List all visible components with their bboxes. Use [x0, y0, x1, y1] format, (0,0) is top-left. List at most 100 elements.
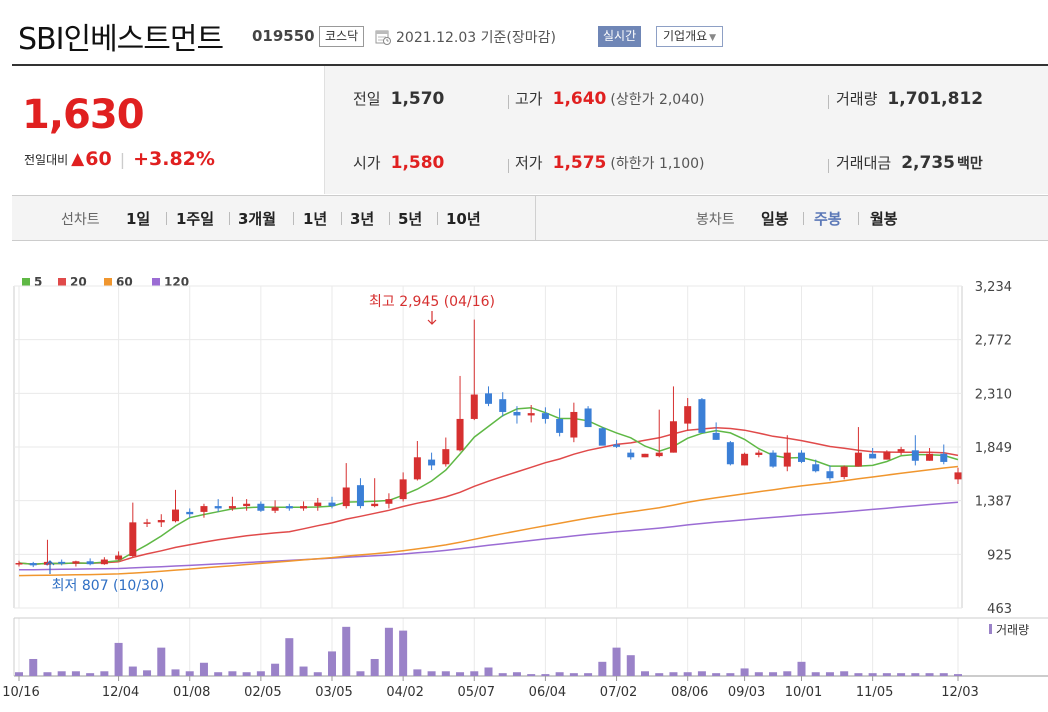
volume-bar [15, 672, 23, 676]
candle-body [243, 503, 251, 507]
candle-body [911, 450, 919, 461]
volume-bar [840, 671, 849, 676]
candle-body [356, 485, 364, 507]
x-tick-label: 03/05 [315, 685, 352, 700]
x-tick-label: 01/08 [173, 685, 210, 700]
volume-bar [114, 642, 123, 676]
x-tick-label: 10/16 [2, 685, 39, 700]
volume-bar [399, 630, 408, 676]
candle-daily[interactable]: 일봉 [761, 210, 789, 228]
candle-body [328, 502, 336, 507]
company-overview-label: 기업개요 [663, 29, 708, 43]
x-tick-label: 09/03 [728, 685, 765, 700]
volume-bar [825, 672, 834, 676]
y-tick-label: 3,234 [975, 280, 1012, 295]
period-1y[interactable]: 1년 [303, 210, 328, 228]
volume-bar [897, 673, 906, 676]
candle-body [527, 413, 535, 416]
stat-label: 고가 [515, 90, 543, 108]
period-1d[interactable]: 1일 [126, 210, 151, 228]
candle-monthly[interactable]: 월봉 [870, 210, 898, 228]
divider [508, 95, 509, 109]
stat-volume: 거래량 1,701,812 [836, 88, 983, 109]
volume-bar [299, 666, 308, 676]
period-3m[interactable]: 3개월 [238, 210, 277, 228]
stat-label: 거래량 [836, 90, 878, 108]
candle-body [883, 451, 891, 460]
y-tick-label: 1,387 [975, 495, 1012, 510]
current-price: 1,630 [22, 92, 145, 138]
legend-swatch [104, 278, 112, 286]
stat-open: 시가 1,580 [353, 152, 444, 173]
candle-body [86, 561, 94, 565]
divider [828, 159, 829, 173]
volume-bar [797, 661, 806, 676]
chevron-down-icon: ▼ [709, 33, 717, 43]
candle-body [584, 408, 592, 428]
candle-body [342, 487, 350, 507]
candle-body [115, 555, 123, 560]
volume-bar [541, 674, 550, 676]
y-tick-label: 2,772 [975, 334, 1012, 349]
divider [229, 212, 230, 225]
period-1w[interactable]: 1주일 [176, 210, 215, 228]
volume-bar [598, 661, 607, 676]
candle-body [385, 499, 393, 504]
candle-body [58, 561, 66, 564]
volume-bar [100, 671, 109, 676]
candle-weekly[interactable]: 주봉 [814, 210, 842, 228]
x-tick-label: 12/03 [941, 685, 978, 700]
legend-ma5: 5 [22, 275, 42, 289]
legend-swatch [152, 278, 160, 286]
candle-body [669, 421, 677, 453]
divider [858, 212, 859, 225]
candle-body [613, 444, 621, 447]
calendar-icon [375, 30, 391, 45]
volume-bar [697, 671, 706, 676]
stock-code: 019550 [252, 27, 315, 45]
period-5y[interactable]: 5년 [398, 210, 423, 228]
period-10y[interactable]: 10년 [446, 210, 481, 228]
x-tick-label: 06/04 [529, 685, 566, 700]
volume-bar [157, 647, 166, 676]
candle-body [100, 559, 108, 565]
volume-bar [313, 672, 322, 676]
volume-bar [740, 668, 749, 676]
volume-bar [171, 669, 180, 676]
x-tick-label: 04/02 [386, 685, 423, 700]
chart-canvas[interactable]: 10/16 12/04 01/08 02/05 03/05 04/02 05/07 06/04… [0, 262, 1048, 712]
stat-label: 전일 [353, 90, 381, 108]
candle-body [741, 453, 749, 466]
period-3y[interactable]: 3년 [350, 210, 375, 228]
volume-bar [854, 673, 863, 676]
divider [508, 159, 509, 173]
current-price-panel: 1,630 전일대비 ▲ 60 | +3.82% [12, 66, 325, 194]
volume-bar [427, 671, 436, 676]
company-overview-button[interactable]: 기업개요 ▼ [656, 26, 724, 47]
volume-bar [356, 671, 365, 676]
y-tick-label: 925 [987, 548, 1012, 563]
y-tick-label: 1,849 [975, 441, 1012, 456]
candle-body [826, 471, 834, 479]
candle-body [271, 507, 279, 511]
candle-body [442, 449, 450, 465]
candle-body [940, 453, 948, 462]
realtime-button[interactable]: 실시간 [598, 26, 642, 47]
candle-body [755, 452, 763, 455]
period-bar: 선차트 1일 1주일 3개월 1년 3년 5년 10년 봉차트 일봉 주봉 월봉 [12, 195, 1048, 241]
volume-bar [128, 666, 137, 676]
volume-bar [143, 670, 152, 676]
volume-bar [384, 627, 393, 676]
volume-bar [811, 672, 820, 676]
candle-body [570, 411, 578, 438]
volume-bar [456, 672, 465, 676]
volume-bar [441, 671, 450, 676]
candle-body [214, 506, 222, 509]
volume-bar [228, 671, 237, 676]
stock-chart[interactable]: 5 20 60 120 10/16 12/04 01/08 02/05 03/05 04/… [0, 262, 1048, 712]
volume-bar [512, 672, 521, 676]
x-tick-label: 05/07 [458, 685, 495, 700]
candle-body [172, 509, 179, 522]
candle-body [541, 413, 549, 419]
candle-chart-label: 봉차트 [696, 212, 735, 228]
